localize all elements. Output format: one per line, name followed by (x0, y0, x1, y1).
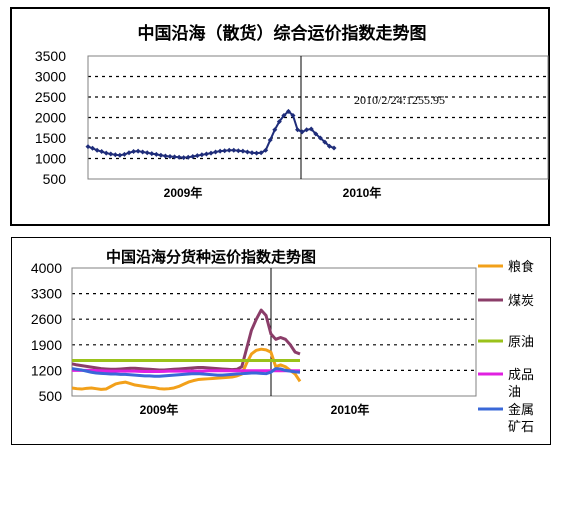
composite-index-chart: 中国沿海（散货）综合运价指数走势图 3500 3000 2500 2000 1500 10… (35, 23, 549, 200)
data-point (199, 152, 205, 158)
data-point (181, 155, 187, 161)
x-axis-tick-labels: 2009年 2010年 (140, 402, 370, 417)
grid-lines (88, 75, 548, 160)
series-line-3 (72, 368, 300, 373)
y-tick-label: 1200 (31, 362, 62, 378)
data-point (99, 149, 105, 155)
data-point (222, 148, 228, 154)
series-layer (85, 108, 337, 161)
data-point (94, 147, 100, 153)
series-line-1 (71, 308, 301, 372)
data-point (313, 131, 319, 137)
y-tick-label: 3500 (35, 48, 66, 64)
data-point (254, 150, 260, 156)
series-line-0 (71, 347, 302, 391)
data-point (322, 139, 328, 145)
data-point (272, 127, 278, 133)
data-point (317, 135, 323, 141)
data-point (213, 149, 219, 155)
data-point (121, 151, 127, 157)
data-point (290, 112, 296, 118)
data-point (276, 119, 282, 125)
plot-area (71, 267, 477, 397)
data-point (263, 147, 269, 153)
data-point (90, 145, 96, 151)
composite-index-chart-panel: 中国沿海（散货）综合运价指数走势图 3500 3000 2500 2000 1500 10… (10, 7, 550, 226)
legend-label: 煤炭 (508, 294, 534, 309)
plot-area (87, 55, 549, 180)
data-point (85, 144, 91, 150)
series-layer (71, 308, 302, 391)
y-tick-label: 500 (43, 171, 67, 187)
data-point (285, 108, 291, 114)
cargo-index-chart-panel: 中国沿海分货种运价指数走势图 4000 3300 2600 1900 1200 500 2… (11, 237, 551, 445)
chart-title: 中国沿海分货种运价指数走势图 (106, 248, 316, 266)
data-point (331, 145, 337, 151)
data-point (149, 151, 155, 157)
y-axis-tick-labels: 3500 3000 2500 2000 1500 1000 500 (35, 48, 66, 187)
data-point (235, 148, 241, 154)
data-point (117, 152, 123, 158)
legend-label: 原油 (508, 335, 534, 350)
x-tick-label: 2009年 (140, 402, 179, 417)
data-point (231, 147, 237, 153)
y-tick-label: 2600 (31, 311, 62, 327)
legend-label: 金属矿石 (508, 402, 534, 435)
legend-label: 粮食 (508, 259, 534, 275)
data-point (167, 153, 173, 159)
y-tick-label: 1000 (35, 151, 66, 167)
y-tick-label: 1500 (35, 130, 66, 146)
data-point (203, 151, 209, 157)
data-point (249, 150, 255, 156)
y-tick-label: 2000 (35, 110, 66, 126)
grid-lines (72, 292, 476, 371)
data-point (162, 153, 168, 159)
data-point (108, 151, 114, 157)
data-point (308, 126, 314, 132)
y-tick-label: 1900 (31, 337, 62, 353)
data-point (326, 143, 332, 149)
data-point (281, 112, 287, 118)
x-axis-tick-labels: 2009年 2010年 (164, 185, 382, 200)
value-annotation: 2010/2/24:1255.95 (354, 93, 445, 107)
data-point (267, 137, 273, 143)
data-point (299, 129, 305, 135)
data-point (208, 150, 214, 156)
legend-label: 成品油 (508, 368, 534, 400)
cargo-index-chart: 中国沿海分货种运价指数走势图 4000 3300 2600 1900 1200 500 2… (31, 248, 534, 435)
data-point (295, 127, 301, 133)
data-point (103, 150, 109, 156)
data-point (176, 154, 182, 160)
data-point (144, 150, 150, 156)
data-point (185, 154, 191, 160)
y-tick-label: 500 (39, 388, 63, 404)
data-point (112, 152, 118, 158)
data-point (226, 147, 232, 153)
data-point (158, 152, 164, 158)
data-point (258, 150, 264, 156)
data-point (153, 151, 159, 157)
y-tick-label: 2500 (35, 89, 66, 105)
data-point (126, 150, 132, 156)
data-point (190, 153, 196, 159)
data-point (304, 127, 310, 133)
y-tick-label: 3000 (35, 69, 66, 85)
data-point (217, 148, 223, 154)
data-point (194, 153, 200, 159)
y-tick-label: 3300 (31, 286, 62, 302)
data-point (135, 148, 141, 154)
y-axis-tick-labels: 4000 3300 2600 1900 1200 500 (31, 260, 62, 404)
data-point (172, 154, 178, 160)
x-tick-label: 2010年 (331, 402, 370, 417)
data-point (244, 149, 250, 155)
data-point (131, 149, 137, 155)
y-tick-label: 4000 (31, 260, 62, 276)
series-line-4 (71, 367, 301, 378)
x-tick-label: 2009年 (164, 185, 203, 200)
x-tick-label: 2010年 (343, 185, 382, 200)
chart-title: 中国沿海（散货）综合运价指数走势图 (138, 23, 427, 44)
data-point (140, 149, 146, 155)
data-point (240, 148, 246, 154)
